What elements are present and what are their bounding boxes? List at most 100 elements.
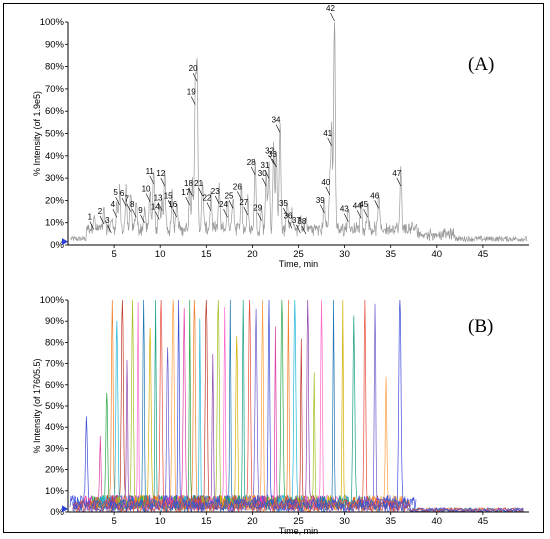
peak-leader [185, 196, 190, 206]
y-tick-label: 70% [45, 359, 65, 370]
x-tick-label: 45 [478, 516, 489, 527]
peak-label: 44 [353, 201, 362, 210]
peak-label: 25 [225, 191, 234, 200]
peak-label: 28 [247, 158, 256, 167]
y-tick-label: 80% [45, 62, 65, 73]
peak-label: 39 [316, 196, 325, 205]
peak-leader [149, 175, 155, 184]
baseline-trace [72, 498, 524, 514]
peak-label: 2 [98, 207, 103, 216]
peak-leader [344, 213, 349, 222]
x-tick-label: 30 [339, 516, 350, 527]
peak-leader [356, 210, 362, 219]
peak-leader [89, 221, 95, 230]
peak-leader [374, 200, 379, 209]
peak-leader [190, 96, 196, 105]
xic-trace [121, 302, 156, 510]
peak-label: 17 [181, 188, 190, 197]
peak-label: 37 [292, 216, 301, 225]
peak-label: 10 [142, 185, 151, 194]
y-tick-label: 60% [45, 106, 65, 117]
y-tick-label: 30% [45, 173, 65, 184]
peak-leader [325, 186, 331, 196]
peak-label: 4 [111, 200, 116, 209]
peak-leader [157, 202, 163, 211]
y-tick-label: 0% [50, 507, 64, 518]
peak-leader [192, 73, 198, 82]
peak-leader [327, 137, 332, 147]
peak-leader [121, 197, 127, 207]
peak-label: 32 [265, 147, 274, 156]
y-tick-label: 20% [45, 465, 65, 476]
x-tick-label: 15 [201, 249, 212, 260]
peak-leader [145, 193, 151, 202]
peak-leader [198, 187, 203, 197]
peak-leader [160, 177, 166, 187]
peak-leader [287, 220, 293, 229]
peak-leader [112, 209, 118, 218]
x-tick-label: 35 [385, 249, 396, 260]
peak-leader [188, 187, 193, 197]
peak-label: 15 [164, 191, 173, 200]
peak-leader [296, 224, 301, 233]
peak-leader [107, 224, 112, 233]
peak-leader [261, 177, 267, 187]
y-tick-label: 10% [45, 486, 65, 497]
peak-leader [275, 124, 281, 133]
peak-label: 36 [284, 211, 293, 220]
traces [70, 21, 528, 243]
x-tick-label: 10 [155, 516, 166, 527]
y-tick-label: 70% [45, 84, 65, 95]
baseline-trace [72, 498, 524, 513]
x-tick-label: 20 [247, 249, 258, 260]
xic-trace [245, 299, 280, 510]
peak-leader [115, 196, 120, 206]
peak-label: 26 [233, 182, 242, 191]
y-tick-label: 30% [45, 443, 65, 454]
peak-label: 1 [88, 213, 93, 222]
peak-leader [167, 200, 173, 209]
y-tick-label: 100% [40, 17, 65, 28]
y-tick-label: 80% [45, 337, 65, 348]
peak-label: 16 [168, 200, 177, 209]
x-tick-label: 35 [385, 516, 396, 527]
peak-label: 33 [268, 150, 277, 159]
x-tick-label: 20 [247, 516, 258, 527]
peak-label: 40 [321, 178, 330, 187]
baseline-marker [62, 505, 68, 513]
peak-label: 22 [202, 194, 211, 203]
peak-label: 8 [130, 200, 135, 209]
peak-leader [223, 209, 228, 218]
peak-label: 27 [239, 198, 248, 207]
baseline-marker [62, 238, 68, 246]
y-tick-label: 10% [45, 218, 65, 229]
xic-trace [382, 299, 417, 510]
y-tick-label: 90% [45, 316, 65, 327]
xic-trace [326, 299, 360, 511]
peak-leader [243, 206, 249, 216]
y-tick-label: 50% [45, 129, 65, 140]
peak-leader [396, 177, 402, 187]
y-tick-label: 0% [50, 240, 64, 251]
y-tick-label: 50% [45, 401, 65, 412]
y-tick-label: 40% [45, 422, 65, 433]
peak-label: 21 [194, 179, 203, 188]
peak-label: 7 [124, 195, 129, 204]
peak-leader [330, 12, 335, 22]
y-axis-title: % Intensity (of 17605.5) [32, 358, 42, 453]
peak-label: 9 [138, 206, 143, 215]
x-tick-label: 45 [478, 249, 489, 260]
peak-label: 3 [105, 216, 110, 225]
peak-leader [237, 191, 242, 200]
y-tick-label: 20% [45, 195, 65, 206]
x-tick-label: 25 [293, 516, 304, 527]
peak-leader [126, 203, 131, 212]
x-tick-label: 5 [111, 249, 116, 260]
peak-leader [283, 207, 288, 217]
peak-leader [363, 209, 368, 218]
panel-b: 0% 10% 20% 30% 40% 50% 60% 70% 80% 90% 100% 5 10 15 20… [32, 295, 529, 536]
peak-label: 20 [189, 64, 198, 73]
peak-leader [272, 158, 277, 168]
peak-label: 29 [253, 204, 262, 213]
